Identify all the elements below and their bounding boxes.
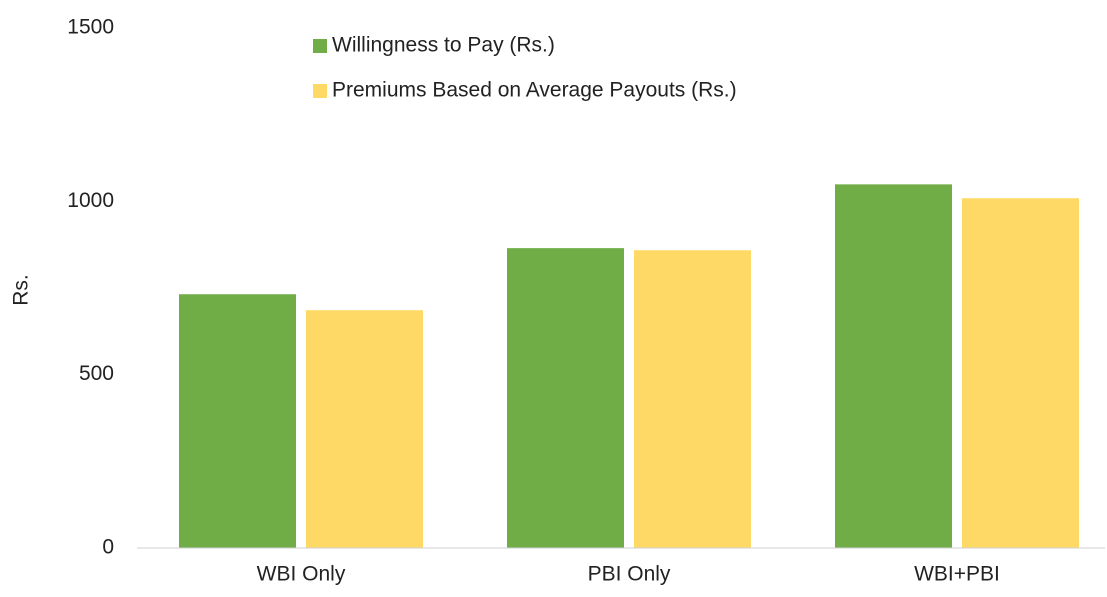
bar (179, 294, 296, 548)
y-tick-label: 0 (102, 536, 114, 559)
x-tick-label: WBI Only (257, 563, 346, 586)
x-tick-label: PBI Only (588, 563, 671, 586)
y-tick-label: 1500 (67, 16, 114, 39)
y-tick-label: 500 (79, 362, 114, 385)
legend-swatch (313, 39, 327, 53)
legend-label: Willingness to Pay (Rs.) (332, 34, 555, 57)
y-tick-label: 1000 (67, 189, 114, 212)
bar (634, 250, 751, 549)
x-tick-label: WBI+PBI (914, 563, 1000, 586)
legend-label: Premiums Based on Average Payouts (Rs.) (332, 79, 737, 102)
bar (507, 248, 624, 548)
y-axis-label: Rs. (10, 274, 33, 306)
legend-swatch (313, 84, 327, 98)
bar (962, 198, 1079, 549)
bar (835, 184, 952, 548)
bar (306, 310, 423, 548)
